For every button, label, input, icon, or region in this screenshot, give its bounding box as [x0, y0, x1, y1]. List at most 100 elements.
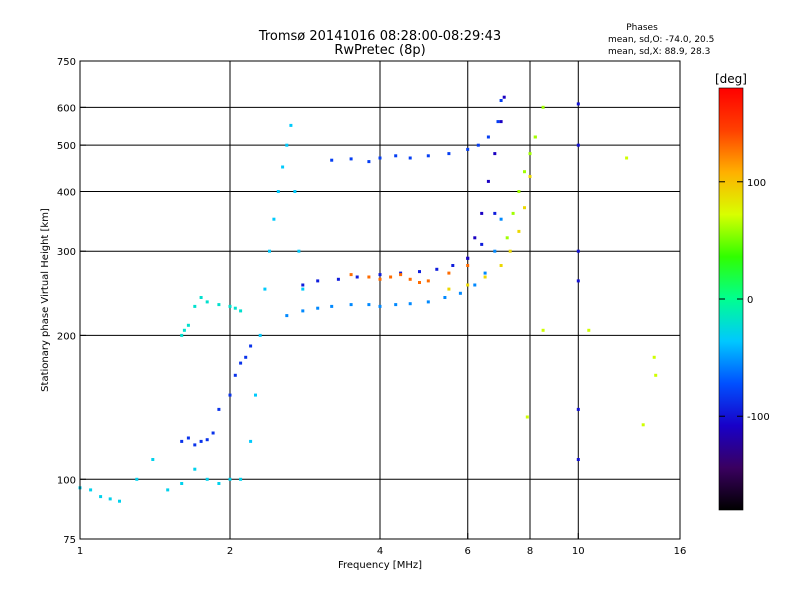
data-point	[466, 283, 470, 287]
data-point	[301, 283, 305, 287]
data-point	[205, 477, 209, 481]
data-point	[367, 160, 371, 164]
data-point	[349, 273, 353, 277]
data-point	[135, 477, 139, 481]
colorbar-tick-label: 0	[747, 295, 753, 306]
data-point	[228, 304, 232, 308]
data-point	[193, 467, 197, 471]
phases-label: Phases	[626, 23, 658, 33]
data-point	[576, 102, 580, 106]
colorbar-label: [deg]	[715, 72, 747, 86]
data-point	[426, 154, 430, 158]
x-tick-label: 1	[77, 546, 83, 557]
y-tick-label: 200	[57, 331, 76, 342]
data-point	[508, 249, 512, 253]
y-tick-label: 500	[57, 141, 76, 152]
data-point	[466, 147, 470, 151]
data-point	[228, 477, 232, 481]
data-point	[182, 328, 186, 332]
data-point	[418, 281, 421, 284]
data-point	[151, 458, 155, 461]
data-point	[493, 152, 497, 156]
data-point	[330, 304, 334, 308]
data-point	[447, 152, 451, 156]
data-point	[180, 333, 184, 337]
data-point	[528, 152, 532, 156]
y-tick-label: 75	[63, 535, 76, 546]
data-point	[499, 120, 503, 124]
data-point	[451, 264, 455, 267]
data-point	[367, 303, 371, 307]
x-tick-label: 8	[527, 546, 533, 557]
data-point	[523, 206, 526, 210]
phases-o-stats: mean, sd,O: -74.0, 20.5	[608, 35, 714, 45]
colorbar: [deg] 100 0 -100	[715, 72, 770, 511]
data-point	[263, 287, 267, 291]
data-point	[239, 361, 243, 365]
data-point	[355, 275, 359, 279]
data-point	[378, 304, 382, 308]
data-point	[217, 407, 221, 411]
data-point	[249, 344, 253, 348]
data-point	[541, 328, 545, 332]
y-tick-label: 100	[57, 475, 76, 486]
data-point	[576, 143, 580, 147]
data-point	[418, 270, 421, 274]
data-point	[276, 190, 280, 193]
y-axis-label: Stationary phase Virtual Height [km]	[40, 208, 51, 392]
data-points	[78, 95, 658, 503]
data-point	[199, 439, 203, 443]
data-point	[408, 277, 412, 281]
data-point	[233, 306, 237, 310]
data-point	[228, 393, 232, 397]
data-point	[486, 135, 490, 139]
data-point	[367, 275, 371, 279]
data-point	[486, 179, 490, 183]
data-point	[505, 236, 509, 240]
data-point	[180, 439, 184, 443]
data-point	[493, 211, 497, 215]
data-point	[193, 443, 197, 447]
data-point	[378, 277, 382, 281]
data-point	[480, 211, 484, 215]
colorbar-ticks: 100 0 -100	[719, 178, 770, 423]
data-point	[576, 458, 580, 461]
data-point	[180, 482, 184, 485]
data-point	[652, 355, 656, 359]
data-point	[447, 287, 451, 291]
data-point	[186, 436, 190, 440]
x-axis-label: Frequency [MHz]	[338, 560, 422, 571]
data-point	[525, 415, 529, 419]
data-point	[641, 423, 645, 427]
y-tick-label: 300	[57, 247, 76, 258]
chart-title: Tromsø 20141016 08:28:00-08:29:43	[258, 29, 501, 44]
data-point	[499, 217, 503, 221]
x-tick-label: 4	[377, 546, 383, 557]
grid	[80, 61, 680, 539]
data-point	[408, 156, 412, 160]
data-point	[483, 271, 487, 275]
data-point	[480, 242, 484, 246]
data-point	[249, 439, 253, 443]
data-point	[483, 275, 487, 279]
data-point	[394, 303, 398, 307]
data-point	[99, 495, 103, 499]
data-point	[268, 249, 271, 253]
data-point	[523, 170, 526, 174]
x-tick-label: 10	[572, 546, 585, 557]
data-point	[289, 123, 293, 127]
data-point	[233, 373, 237, 377]
data-point	[285, 314, 289, 318]
data-point	[435, 267, 439, 271]
data-point	[205, 300, 209, 304]
data-point	[399, 273, 403, 277]
data-point	[316, 306, 320, 310]
data-point	[349, 303, 353, 307]
data-point	[466, 256, 470, 260]
data-point	[426, 300, 430, 304]
data-point	[517, 229, 521, 233]
data-point	[258, 333, 262, 337]
data-point	[408, 302, 412, 306]
colorbar-tick-label: 100	[747, 178, 766, 189]
